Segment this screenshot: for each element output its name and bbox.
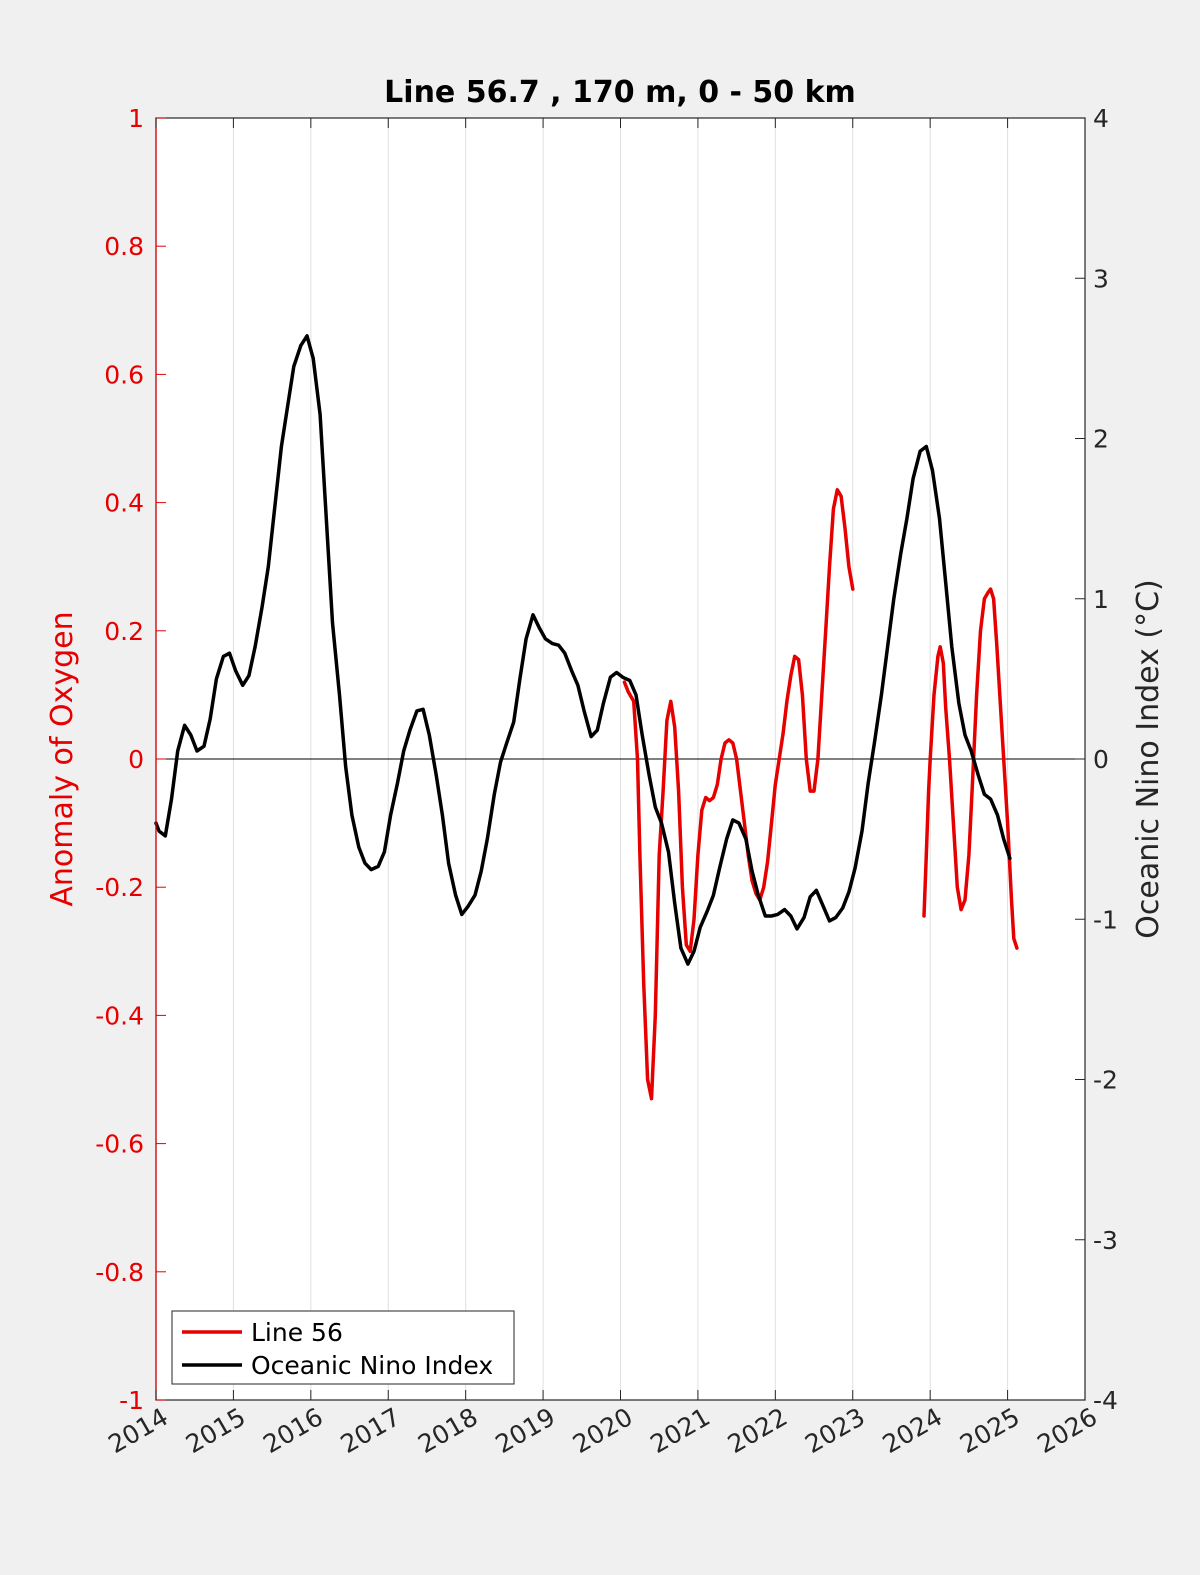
y-right-tick-label: -2 [1093, 1066, 1118, 1095]
y-right-tick-label: 3 [1093, 264, 1109, 293]
y-left-tick-label: -0.4 [95, 1001, 144, 1030]
x-tick-label: 2026 [1032, 1402, 1102, 1459]
chart-title: Line 56.7 , 170 m, 0 - 50 km [384, 75, 856, 110]
x-tick-label: 2024 [878, 1402, 948, 1459]
y-left-tick-label: 0.8 [104, 232, 144, 261]
left-axis: -1 -0.8 -0.6 -0.4 -0.2 0 0.2 0.4 0.6 0.8 1 [95, 104, 166, 1415]
x-tick-label: 2017 [336, 1402, 406, 1459]
x-tick-label: 2023 [800, 1402, 870, 1459]
y-axis-left-label: Anomaly of Oxygen [45, 611, 80, 906]
x-tick-label: 2020 [568, 1402, 638, 1459]
y-right-tick-label: -3 [1093, 1226, 1118, 1255]
x-tick-label: 2018 [413, 1402, 483, 1459]
y-left-tick-label: 1 [128, 104, 144, 133]
y-right-tick-label: 0 [1093, 745, 1109, 774]
x-tick-label: 2025 [955, 1402, 1025, 1459]
y-right-tick-label: -1 [1093, 905, 1118, 934]
y-right-tick-label: 4 [1093, 104, 1109, 133]
y-right-tick-label: 1 [1093, 585, 1109, 614]
y-left-tick-label: -0.2 [95, 873, 144, 902]
series-line-56 [622, 488, 855, 1101]
right-axis: -4 -3 -2 -1 0 1 2 3 4 [1075, 104, 1118, 1415]
x-tick-label: 2019 [490, 1402, 560, 1459]
y-left-tick-label: 0.6 [104, 360, 144, 389]
series-layer [154, 334, 1019, 1101]
series-line-56 [922, 587, 1019, 950]
y-left-tick-label: -0.6 [95, 1130, 144, 1159]
x-tick-label: 2015 [181, 1402, 251, 1459]
x-tick-label: 2021 [645, 1402, 715, 1459]
legend-label-oni: Oceanic Nino Index [251, 1351, 493, 1380]
legend-label-line-56: Line 56 [251, 1318, 343, 1347]
y-right-tick-label: -4 [1093, 1386, 1118, 1415]
y-left-tick-label: 0 [128, 745, 144, 774]
y-axis-right-label: Oceanic Nino Index (°C) [1131, 579, 1166, 939]
x-tick-label: 2016 [258, 1402, 328, 1459]
y-left-tick-label: -1 [119, 1386, 144, 1415]
x-tick-label: 2022 [723, 1402, 793, 1459]
legend-box [171, 1310, 515, 1385]
y-left-tick-label: -0.8 [95, 1258, 144, 1287]
y-left-tick-label: 0.2 [104, 617, 144, 646]
series-oceanic-nino-index [154, 334, 1012, 966]
y-right-tick-label: 2 [1093, 425, 1109, 454]
legend: Line 56 Oceanic Nino Index [171, 1310, 515, 1385]
y-left-tick-label: 0.4 [104, 489, 144, 518]
